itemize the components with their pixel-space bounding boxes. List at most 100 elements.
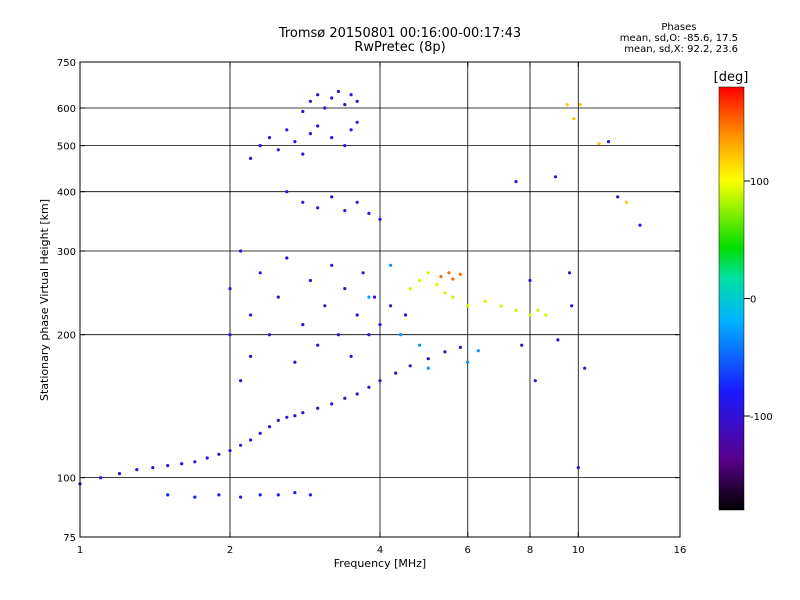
data-point: [528, 278, 532, 283]
y-tick-label: 500: [57, 142, 76, 153]
data-point: [528, 313, 532, 317]
data-point: [308, 99, 312, 103]
data-point: [151, 466, 155, 470]
data-point: [258, 144, 262, 148]
y-tick-label: 200: [57, 331, 76, 342]
data-point: [166, 464, 170, 468]
data-point: [258, 431, 262, 435]
data-point: [343, 144, 347, 148]
data-point: [394, 371, 398, 375]
data-point: [426, 271, 430, 275]
data-point: [570, 304, 574, 308]
data-point: [301, 411, 305, 415]
data-point: [435, 282, 439, 287]
data-point: [276, 418, 280, 422]
data-point: [228, 333, 232, 337]
phase-stats: Phases mean, sd,O: -85.6, 17.5 mean, sd,…: [620, 22, 738, 55]
data-point: [389, 263, 393, 267]
data-point: [355, 313, 359, 317]
data-point: [228, 287, 232, 291]
data-point: [625, 200, 629, 204]
data-point: [249, 313, 253, 317]
data-point: [239, 249, 243, 253]
data-point: [285, 415, 289, 419]
data-point: [417, 343, 422, 347]
data-point: [476, 349, 480, 353]
data-point: [249, 438, 253, 442]
data-point: [514, 308, 518, 312]
chart-subtitle: RwPretec (8p): [354, 40, 446, 55]
data-point: [330, 96, 334, 100]
colorbar-label: [deg]: [714, 70, 749, 85]
data-point: [316, 206, 320, 210]
data-point: [576, 466, 580, 470]
data-point: [301, 109, 305, 114]
data-point: [316, 406, 320, 410]
data-point: [258, 493, 262, 497]
data-point: [483, 299, 487, 303]
data-point: [355, 99, 359, 103]
data-point: [349, 128, 353, 132]
data-point: [301, 152, 305, 156]
data-point: [408, 287, 412, 291]
data-point: [249, 156, 253, 160]
data-point: [267, 136, 272, 140]
data-point: [99, 476, 103, 480]
data-point: [217, 493, 221, 497]
data-point: [135, 468, 139, 472]
data-point: [166, 493, 170, 497]
data-point: [276, 148, 280, 152]
data-point: [239, 443, 243, 447]
data-point: [330, 402, 334, 406]
data-point: [285, 256, 289, 260]
data-point: [343, 287, 347, 291]
data-point: [330, 195, 334, 199]
chart-title: Tromsø 20150801 00:16:00-00:17:43: [278, 26, 522, 41]
data-point: [285, 190, 289, 194]
data-point: [336, 89, 340, 94]
x-tick-label: 2: [227, 545, 233, 556]
data-point: [285, 128, 289, 132]
data-point: [117, 472, 122, 476]
data-point: [565, 103, 569, 107]
data-point: [205, 456, 209, 460]
data-point: [355, 200, 359, 204]
data-point: [193, 460, 197, 464]
data-point: [239, 379, 243, 383]
y-tick-label: 750: [57, 58, 76, 69]
data-point: [316, 93, 320, 97]
data-point: [399, 333, 403, 337]
data-point: [536, 308, 540, 312]
data-point: [336, 333, 340, 337]
data-point: [520, 343, 524, 347]
data-point: [458, 345, 462, 349]
data-point: [343, 103, 347, 107]
phase-stats-o: mean, sd,O: -85.6, 17.5: [619, 33, 738, 44]
data-point: [378, 323, 382, 327]
data-point: [451, 277, 455, 281]
data-point: [293, 360, 297, 364]
data-point: [606, 140, 611, 144]
data-point: [439, 275, 443, 279]
data-point: [349, 354, 353, 358]
axes: 1 2 4 6 8 10 16 75 100 200 300 400 500 600 750: [57, 58, 686, 556]
colorbar-tick-label: 0: [750, 295, 756, 306]
data-point: [544, 313, 548, 317]
data-point: [301, 200, 305, 204]
data-point: [567, 271, 572, 275]
grid: [80, 62, 680, 537]
data-point: [514, 180, 518, 184]
data-point: [367, 211, 371, 215]
data-point: [355, 120, 359, 124]
phase-stats-x: mean, sd,X: 92.2, 23.6: [624, 44, 738, 55]
data-point: [330, 136, 334, 140]
x-tick-label: 10: [572, 545, 585, 556]
data-point: [499, 304, 503, 308]
data-point: [355, 392, 359, 396]
phase-stats-header: Phases: [661, 22, 697, 33]
data-point: [323, 304, 327, 308]
data-point: [293, 140, 297, 144]
data-point: [316, 343, 320, 347]
data-point: [556, 338, 560, 342]
